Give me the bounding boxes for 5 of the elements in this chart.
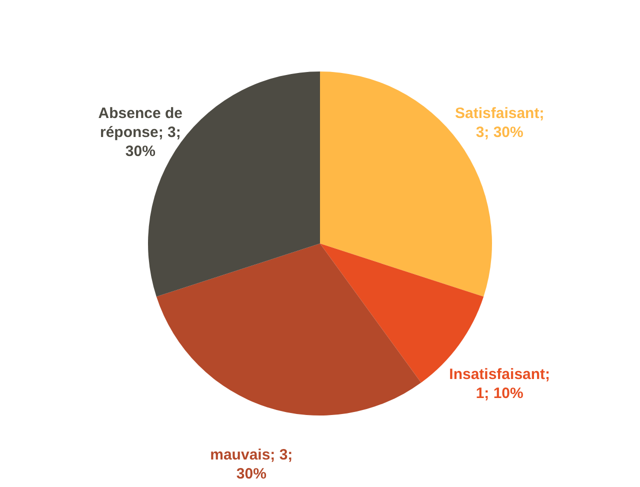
slice-label: Insatisfaisant; 1; 10% [449, 366, 550, 402]
slice-label: Absence de réponse; 3; 30% [98, 105, 182, 160]
slice-label: Satisfaisant; 3; 30% [455, 105, 544, 142]
slice-label: mauvais; 3; 30% [210, 446, 293, 483]
pie-slice [156, 244, 422, 416]
